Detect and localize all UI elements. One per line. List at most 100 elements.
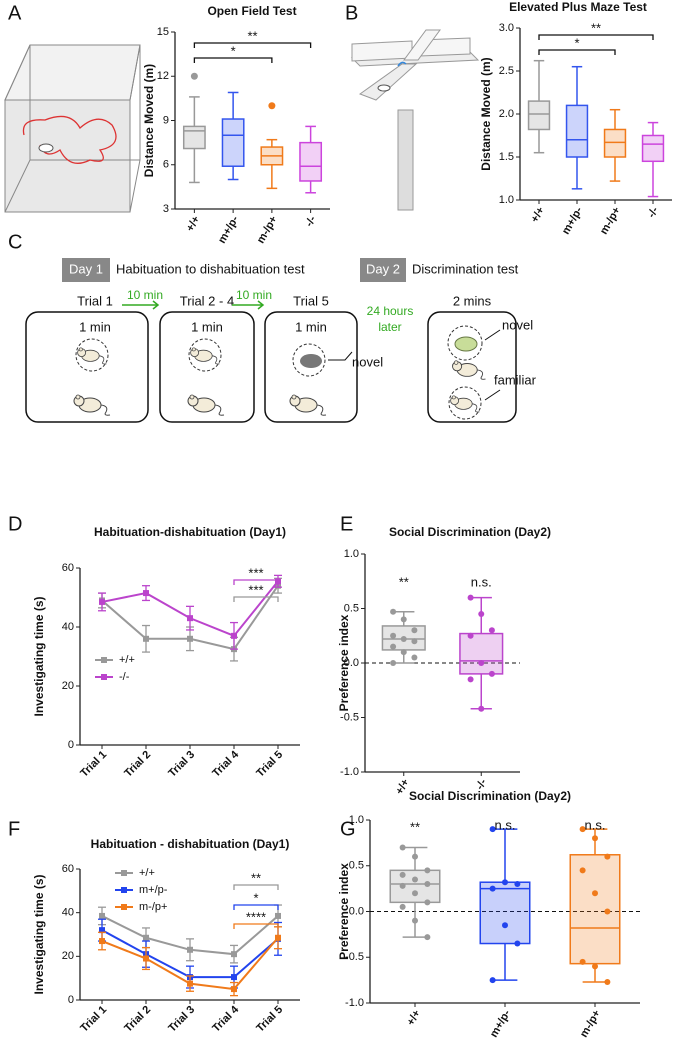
data-point	[488, 670, 495, 677]
data-point	[467, 632, 474, 639]
novel-label: novel	[352, 354, 383, 369]
data-point	[489, 826, 496, 833]
marker	[143, 934, 149, 941]
marker	[187, 946, 193, 953]
legend-marker	[121, 904, 127, 910]
y-tick-label: 40	[62, 621, 74, 633]
marker	[99, 927, 105, 934]
data-point	[400, 616, 407, 623]
data-point	[400, 636, 407, 643]
plus-maze-illustration	[350, 29, 480, 211]
duration-label: 1 min	[295, 319, 327, 334]
data-point	[478, 660, 485, 666]
panel-letter: D	[8, 513, 22, 535]
y-tick-label: -0.5	[340, 711, 359, 723]
data-point	[399, 844, 406, 851]
data-point	[424, 881, 431, 888]
significance-label: **	[251, 870, 261, 885]
y-axis-label: Investigating time (s)	[32, 874, 46, 994]
marker	[187, 615, 193, 622]
chart-title: Elevated Plus Maze Test	[509, 0, 647, 14]
y-axis-label: Distance Moved (m)	[479, 57, 493, 170]
legend-label: +/+	[119, 654, 135, 666]
chart-title: Habituation-dishabituation (Day1)	[94, 525, 286, 539]
data-point	[592, 963, 598, 970]
y-tick-label: 60	[62, 562, 74, 574]
box	[565, 104, 589, 158]
significance-label: *	[574, 35, 579, 50]
panel-letter: A	[8, 2, 22, 24]
significance-label: ***	[248, 565, 263, 580]
significance-label: n.s.	[585, 817, 606, 832]
significance-label: *	[231, 43, 236, 58]
day-title: Discrimination test	[412, 261, 519, 276]
day-label: Day 2	[366, 261, 400, 276]
y-tick-label: 2.0	[499, 108, 514, 120]
marker	[275, 912, 281, 919]
data-point	[514, 881, 521, 888]
significance-bracket	[538, 34, 654, 40]
marker	[231, 986, 237, 993]
box	[641, 134, 665, 163]
duration-label: 1 min	[191, 319, 223, 334]
y-tick-label: 20	[62, 950, 74, 962]
significance-bracket	[193, 42, 312, 48]
y-tick-label: 1.0	[349, 814, 364, 826]
significance-bracket	[233, 579, 279, 585]
open-field-illustration	[4, 44, 141, 213]
significance-label: **	[247, 28, 257, 43]
pointer	[484, 329, 501, 341]
data-point	[424, 934, 431, 941]
data-point	[604, 908, 611, 915]
marker	[99, 598, 105, 605]
marker	[99, 912, 105, 919]
y-tick-label: -1.0	[340, 766, 359, 778]
y-tick-label: 0.0	[349, 905, 364, 917]
data-point	[489, 977, 496, 984]
familiar-label: familiar	[494, 372, 537, 387]
data-point	[399, 903, 406, 910]
arrow	[122, 300, 160, 310]
data-point	[478, 705, 485, 712]
marker	[231, 974, 237, 981]
data-point	[399, 882, 406, 889]
interval-label: 10 min	[127, 288, 163, 302]
y-tick-label: 0	[68, 739, 74, 751]
novel-label: novel	[502, 317, 533, 332]
significance-label: n.s.	[471, 574, 492, 589]
significance-label: **	[591, 20, 601, 35]
arrow	[232, 300, 265, 310]
significance-bracket	[233, 884, 279, 890]
marker	[275, 934, 281, 941]
data-point	[411, 627, 418, 634]
box	[389, 869, 441, 904]
significance-bracket	[538, 49, 616, 55]
trial-label: Trial 5	[293, 293, 329, 308]
data-point	[390, 608, 397, 615]
y-tick-label: 15	[157, 26, 169, 38]
data-point	[411, 654, 418, 661]
protocol-diagram: Day 1 Habituation to dishabituation test…	[25, 258, 537, 423]
duration-label: 2 mins	[453, 293, 492, 308]
trial-box	[427, 311, 517, 423]
significance-label: n.s.	[495, 817, 516, 832]
y-tick-label: 6	[163, 159, 169, 171]
delay-label: 24 hours	[367, 304, 414, 318]
y-tick-label: 40	[62, 907, 74, 919]
data-point	[467, 594, 474, 601]
box	[182, 125, 206, 150]
legend-label: +/+	[139, 867, 155, 879]
y-tick-label: 0.0	[344, 657, 359, 669]
data-point	[592, 835, 598, 842]
y-tick-label: 3	[163, 203, 169, 215]
data-point	[390, 660, 397, 666]
chart-title: Social Discrimination (Day2)	[409, 789, 571, 803]
box	[527, 100, 551, 131]
panel-letter: E	[340, 513, 353, 535]
data-point	[400, 649, 407, 656]
cup	[447, 325, 483, 361]
marker	[99, 938, 105, 945]
y-tick-label: 0	[68, 994, 74, 1006]
outlier	[268, 102, 276, 110]
data-point	[579, 826, 586, 833]
